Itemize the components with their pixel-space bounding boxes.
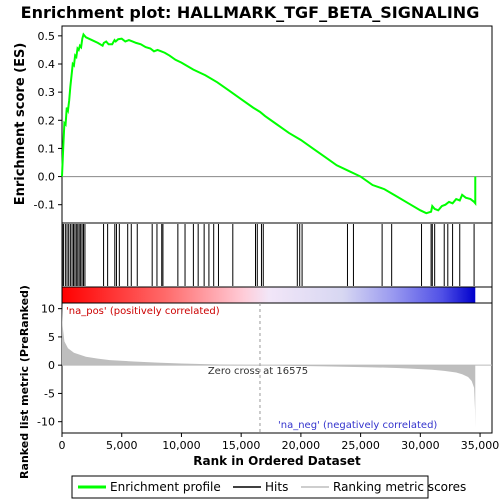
zero-cross-label: Zero cross at 16575 [208, 366, 308, 377]
legend: Enrichment profile Hits Ranking metric s… [71, 475, 466, 499]
es-ytick-label: 0.4 [38, 58, 56, 71]
x-tick-label: 35,000 [461, 439, 500, 452]
metric-ytick-label: 5 [48, 331, 55, 344]
es-ytick-label: 0.0 [38, 171, 56, 184]
legend-label-enrichment: Enrichment profile [110, 480, 221, 494]
x-tick-label: 10,000 [162, 439, 201, 452]
hits-panel-frame [61, 222, 493, 288]
neg-label: 'na_neg' (negatively correlated) [278, 420, 437, 431]
es-ytick-label: 0.5 [38, 30, 56, 43]
ranking-heatmap [62, 287, 476, 303]
es-ytick-label: 0.1 [38, 142, 56, 155]
metric-ytick-label: 10 [41, 303, 55, 316]
metric-ytick-label: -10 [37, 416, 55, 429]
heatmap-panel [61, 286, 493, 304]
x-tick-label: 30,000 [401, 439, 440, 452]
es-panel: -0.1 0.0 0.1 0.2 0.3 0.4 0.5 Enrichment score … [13, 25, 493, 224]
x-tick-label: 5,000 [106, 439, 138, 452]
metric-y-ticks: -10 -5 0 5 10 [37, 303, 62, 429]
es-ytick-label: -0.1 [34, 199, 55, 212]
metric-panel: -10 -5 0 5 10 'na_pos' (positively correlate… [18, 285, 499, 479]
chart-title: Enrichment plot: HALLMARK_TGF_BETA_SIGNA… [21, 3, 480, 22]
enrichment-profile-line [61, 32, 477, 215]
ranking-metric-area [62, 304, 476, 428]
pos-label: 'na_pos' (positively correlated) [66, 306, 220, 317]
x-tick-label: 25,000 [341, 439, 380, 452]
x-tick-label: 15,000 [222, 439, 261, 452]
x-axis-label: Rank in Ordered Dataset [193, 454, 361, 468]
x-tick-label: 0 [59, 439, 66, 452]
legend-label-hits: Hits [265, 480, 288, 494]
es-ytick-label: 0.3 [38, 86, 56, 99]
es-ylabel: Enrichment score (ES) [13, 43, 28, 206]
es-ytick-label: 0.2 [38, 114, 56, 127]
hit-marks [61, 224, 475, 286]
x-tick-label: 20,000 [282, 439, 321, 452]
hits-panel [61, 222, 493, 288]
metric-ylabel: Ranked list metric (PreRanked) [18, 285, 31, 479]
metric-ytick-label: -5 [44, 387, 55, 400]
legend-label-ranking: Ranking metric scores [333, 480, 466, 494]
metric-ytick-label: 0 [48, 359, 55, 372]
x-ticks: 0 5,000 10,000 15,000 20,000 25,000 30,000 35,0… [59, 433, 500, 452]
es-y-ticks: -0.1 0.0 0.1 0.2 0.3 0.4 0.5 [34, 30, 62, 212]
